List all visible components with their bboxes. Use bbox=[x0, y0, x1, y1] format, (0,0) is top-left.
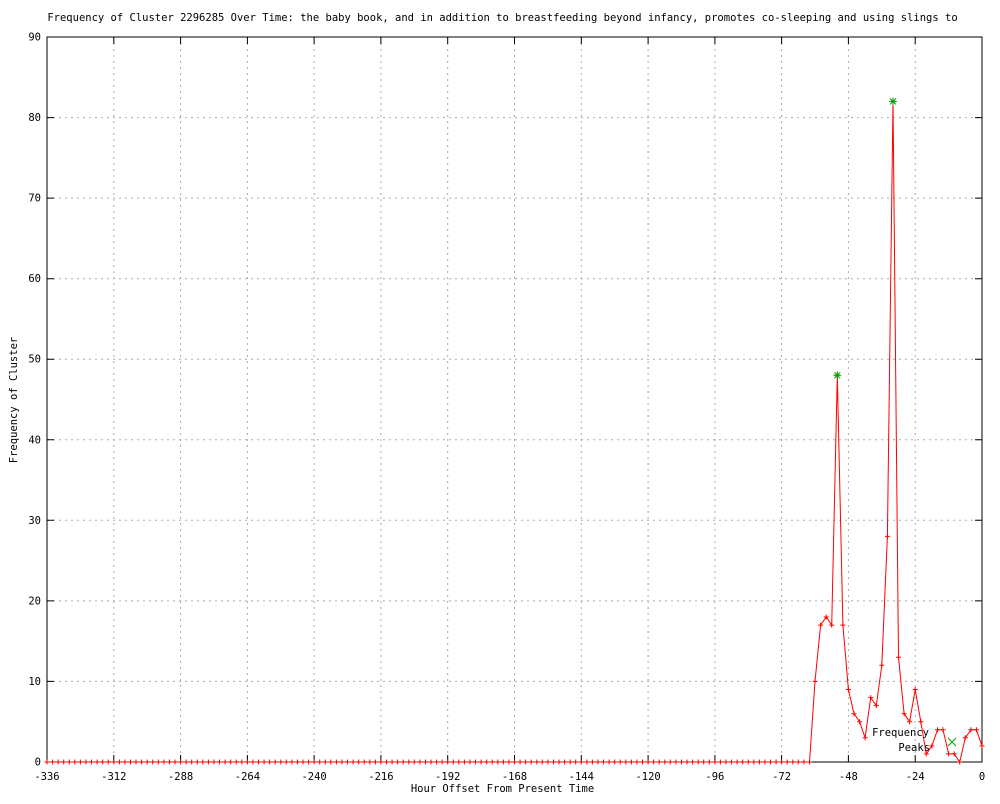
legend: Frequency Peaks bbox=[872, 727, 957, 754]
svg-text:Peaks: Peaks bbox=[898, 742, 930, 754]
data-point-plus-markers bbox=[44, 98, 985, 765]
svg-text:Frequency: Frequency bbox=[872, 727, 929, 739]
svg-text:-96: -96 bbox=[705, 771, 724, 783]
frequency-line-series bbox=[44, 98, 985, 765]
x-tick-labels: -336 -312 -288 -264 -240 -216 -192 -168 -144 -120… bbox=[34, 771, 985, 783]
y-axis-label: Frequency of Cluster bbox=[8, 336, 20, 464]
svg-text:-72: -72 bbox=[772, 771, 791, 783]
svg-text:-336: -336 bbox=[34, 771, 59, 783]
svg-text:-24: -24 bbox=[906, 771, 925, 783]
svg-text:0: 0 bbox=[35, 757, 41, 769]
frequency-peaks-markers bbox=[833, 97, 897, 380]
chart-title: Frequency of Cluster 2296285 Over Time: … bbox=[47, 12, 958, 24]
svg-text:90: 90 bbox=[28, 32, 41, 44]
svg-text:-144: -144 bbox=[569, 771, 594, 783]
svg-text:-312: -312 bbox=[101, 771, 126, 783]
x-axis-label: Hour Offset From Present Time bbox=[410, 783, 595, 795]
svg-text:-264: -264 bbox=[235, 771, 260, 783]
svg-text:-288: -288 bbox=[168, 771, 193, 783]
svg-text:-240: -240 bbox=[301, 771, 326, 783]
svg-text:0: 0 bbox=[979, 771, 985, 783]
axis-ticks bbox=[46, 36, 983, 763]
svg-text:-216: -216 bbox=[368, 771, 393, 783]
svg-text:70: 70 bbox=[28, 193, 41, 205]
svg-text:50: 50 bbox=[28, 354, 41, 366]
y-tick-labels: 0 10 20 30 40 50 60 70 80 90 bbox=[28, 32, 41, 769]
svg-text:-192: -192 bbox=[435, 771, 460, 783]
svg-text:60: 60 bbox=[28, 273, 41, 285]
svg-text:-48: -48 bbox=[839, 771, 858, 783]
svg-text:80: 80 bbox=[28, 112, 41, 124]
svg-text:-120: -120 bbox=[635, 771, 660, 783]
svg-text:-168: -168 bbox=[502, 771, 527, 783]
svg-text:40: 40 bbox=[28, 434, 41, 446]
svg-text:30: 30 bbox=[28, 515, 41, 527]
legend-x-marker-icon bbox=[947, 737, 957, 747]
peak-asterisk-icon bbox=[833, 97, 897, 380]
grid bbox=[47, 37, 982, 762]
svg-text:10: 10 bbox=[28, 676, 41, 688]
svg-text:20: 20 bbox=[28, 595, 41, 607]
